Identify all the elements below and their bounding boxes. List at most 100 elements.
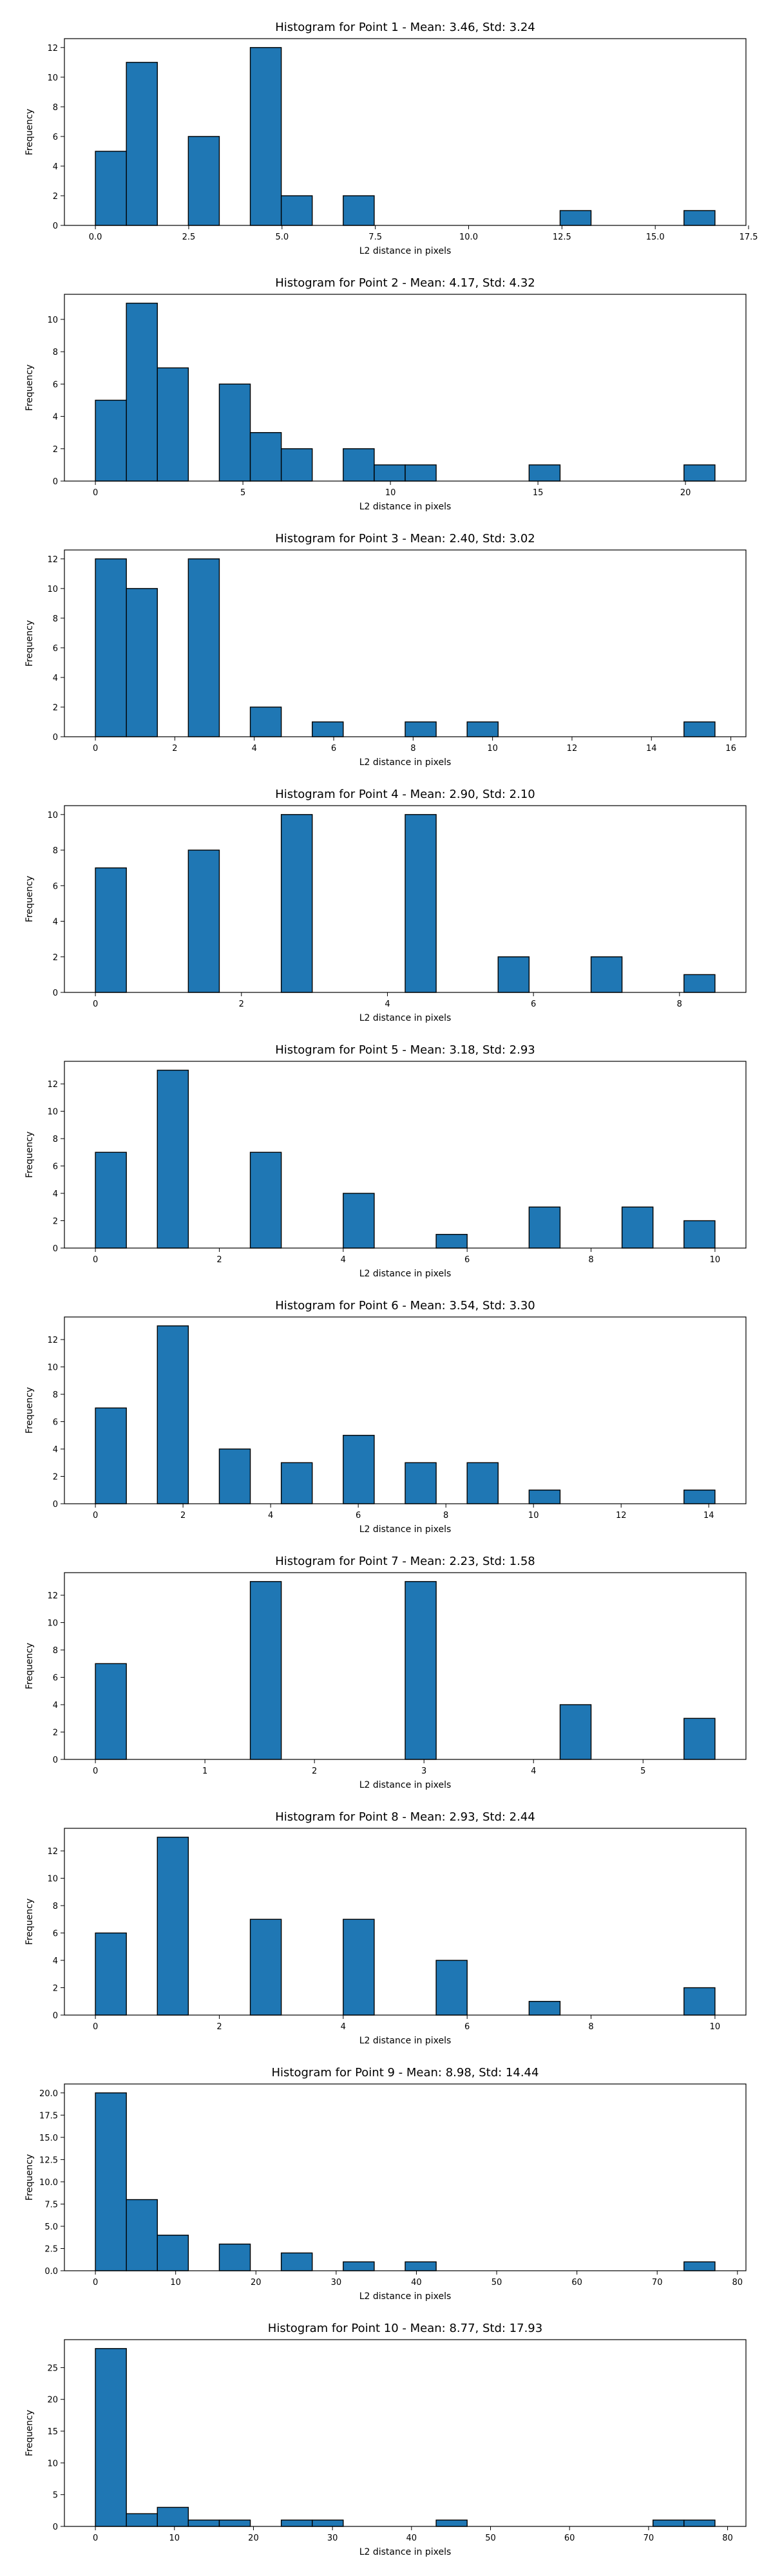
y-tick-label: 4: [53, 674, 58, 683]
x-tick-label: 3: [421, 1766, 426, 1776]
x-axis-label: L2 distance in pixels: [359, 2036, 452, 2046]
x-tick-label: 0: [93, 1255, 98, 1265]
y-tick-label: 0: [53, 2523, 58, 2532]
x-tick-label: 8: [677, 999, 682, 1009]
histogram-panel-8: Histogram for Point 8 - Mean: 2.93, Std:…: [24, 1810, 747, 2046]
histogram-bar: [218, 383, 251, 482]
histogram-bar: [280, 448, 313, 482]
histogram-bar: [466, 721, 499, 737]
y-tick-label: 25: [47, 2363, 58, 2373]
y-tick-label: 10: [47, 73, 58, 83]
chart-title: Histogram for Point 1 - Mean: 3.46, Std:…: [275, 21, 535, 34]
chart-title: Histogram for Point 3 - Mean: 2.40, Std:…: [275, 532, 535, 545]
x-tick-label: 4: [341, 1255, 346, 1265]
x-tick-label: 5: [640, 1766, 645, 1776]
x-tick-label: 8: [443, 1511, 448, 1520]
histogram-bar: [343, 1435, 375, 1504]
chart-title: Histogram for Point 8 - Mean: 2.93, Std:…: [275, 1810, 535, 1824]
y-tick-label: 8: [53, 1390, 58, 1400]
y-tick-label: 2: [53, 192, 58, 202]
y-tick-label: 8: [53, 1646, 58, 1656]
y-axis-label: Frequency: [24, 876, 35, 922]
y-tick-label: 15: [47, 2427, 58, 2437]
y-tick-label: 0: [53, 2011, 58, 2021]
x-axis-label: L2 distance in pixels: [359, 502, 452, 512]
histogram-bar: [528, 1206, 561, 1249]
x-axis-label: L2 distance in pixels: [359, 1780, 452, 1790]
y-tick-label: 0: [53, 1756, 58, 1765]
y-tick-label: 4: [53, 413, 58, 422]
x-tick-label: 12: [567, 744, 578, 753]
histogram-bar: [280, 2252, 313, 2271]
y-tick-label: 2: [53, 1473, 58, 1482]
y-tick-label: 10: [47, 1619, 58, 1629]
y-tick-label: 5.0: [44, 2222, 58, 2232]
y-tick-label: 8: [53, 614, 58, 624]
y-tick-label: 0: [53, 989, 58, 998]
y-tick-label: 6: [53, 380, 58, 390]
x-tick-label: 15: [533, 488, 544, 498]
x-tick-label: 40: [411, 2278, 422, 2287]
y-tick-label: 4: [53, 162, 58, 172]
x-tick-label: 60: [564, 2533, 575, 2543]
plot-frame: [64, 549, 747, 737]
x-tick-label: 10.0: [459, 232, 478, 242]
histogram-bar: [683, 210, 716, 226]
y-axis-label: Frequency: [24, 2410, 35, 2456]
histogram-bar: [95, 399, 127, 482]
x-tick-label: 20: [248, 2533, 259, 2543]
histogram-bar: [559, 1704, 592, 1760]
y-tick-label: 10.0: [39, 2178, 58, 2188]
histogram-bar: [343, 195, 375, 226]
histogram-bar: [435, 1960, 468, 2016]
x-tick-label: 2: [172, 744, 177, 753]
x-tick-label: 4: [341, 2022, 346, 2032]
histogram-bar: [312, 2519, 344, 2527]
y-tick-label: 12: [47, 1080, 58, 1090]
y-tick-label: 10: [47, 1363, 58, 1373]
x-tick-label: 0: [93, 744, 98, 753]
y-tick-label: 15.0: [39, 2134, 58, 2143]
x-tick-label: 80: [732, 2278, 743, 2287]
y-tick-label: 5: [53, 2491, 58, 2501]
y-tick-label: 8: [53, 1902, 58, 1911]
x-tick-label: 0.0: [89, 232, 102, 242]
y-axis-label: Frequency: [24, 1899, 35, 1945]
x-tick-label: 10: [169, 2533, 180, 2543]
x-tick-label: 1: [202, 1766, 207, 1776]
y-tick-label: 10: [47, 1875, 58, 1884]
x-tick-label: 4: [252, 744, 257, 753]
x-axis-label: L2 distance in pixels: [359, 2291, 452, 2302]
plot-frame: [64, 294, 747, 482]
y-tick-label: 6: [53, 133, 58, 142]
x-tick-label: 2: [216, 2022, 222, 2032]
x-tick-label: 0: [93, 1766, 98, 1776]
x-tick-label: 8: [588, 2022, 593, 2032]
histogram-bar: [218, 2519, 251, 2527]
y-tick-label: 6: [53, 1418, 58, 1428]
y-tick-label: 20.0: [39, 2089, 58, 2099]
histogram-panel-3: Histogram for Point 3 - Mean: 2.40, Std:…: [24, 532, 747, 768]
histogram-bar: [249, 1151, 282, 1249]
x-tick-label: 0: [93, 488, 98, 498]
x-tick-label: 6: [331, 744, 336, 753]
x-tick-label: 6: [356, 1511, 361, 1520]
histogram-bar: [95, 867, 127, 993]
x-tick-label: 6: [464, 1255, 470, 1265]
histogram-bar: [280, 195, 313, 226]
plot-frame: [64, 38, 747, 226]
y-tick-label: 8: [53, 348, 58, 357]
histogram-bar: [374, 464, 406, 482]
x-tick-label: 12.5: [553, 232, 571, 242]
y-axis-label: Frequency: [24, 109, 35, 155]
histogram-bar: [590, 956, 623, 993]
x-tick-label: 30: [331, 2278, 342, 2287]
y-tick-label: 10: [47, 811, 58, 820]
x-tick-label: 6: [464, 2022, 470, 2032]
histogram-bar: [528, 464, 561, 482]
x-tick-label: 2: [239, 999, 244, 1009]
y-tick-label: 12: [47, 1847, 58, 1857]
histogram-bar: [218, 2243, 251, 2271]
x-tick-label: 0: [93, 999, 98, 1009]
